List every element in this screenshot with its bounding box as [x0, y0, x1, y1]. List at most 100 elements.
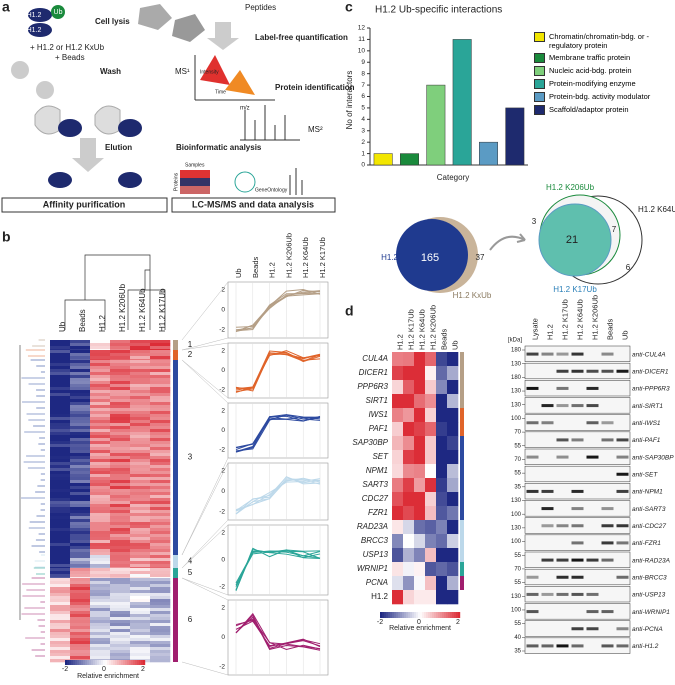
cluster-bar	[460, 464, 464, 478]
colorbar	[384, 612, 387, 618]
heatmap-cell	[130, 558, 151, 562]
heatmap-cell	[425, 436, 437, 451]
heatmap-cell	[436, 506, 448, 521]
heatmap-cell	[110, 381, 131, 385]
heatmap-cell	[150, 384, 171, 388]
blot-band	[586, 592, 599, 596]
kda-label: [kDa]	[508, 338, 522, 344]
heatmap-cell	[130, 590, 151, 594]
heatmap-cell	[425, 492, 437, 507]
cluster-label: 5	[188, 568, 193, 577]
heatmap-cell	[110, 423, 131, 427]
heatmap-cell	[150, 543, 171, 547]
blot-column-label: Lysate	[530, 318, 539, 340]
heatmap-cell	[90, 543, 111, 547]
colorbar	[105, 660, 108, 665]
heatmap-cell	[90, 381, 111, 385]
blot-band	[571, 524, 584, 528]
heatmap-cell	[110, 384, 131, 388]
blot-strip	[524, 465, 631, 483]
label: Peptides	[245, 3, 276, 12]
heatmap-cell	[50, 656, 71, 660]
heatmap-cell	[110, 540, 131, 544]
heatmap-cell	[50, 435, 71, 439]
heatmap-cell	[70, 420, 91, 424]
heatmap-cell	[130, 411, 151, 415]
heatmap-cell	[130, 568, 151, 572]
heatmap-cell	[70, 644, 91, 648]
heatmap-cell	[50, 552, 71, 556]
heatmap-cell	[50, 543, 71, 547]
heatmap-cell	[150, 549, 171, 553]
heatmap-cell	[70, 626, 91, 630]
blot-band	[571, 438, 584, 442]
bar	[452, 39, 472, 166]
heatmap-cell	[90, 626, 111, 630]
blot-band	[586, 404, 599, 408]
profile-panel	[227, 599, 329, 676]
heatmap-cell	[403, 590, 415, 605]
profile-line	[235, 288, 321, 332]
heatmap-cell	[90, 599, 111, 603]
heatmap-cell	[50, 462, 71, 466]
heatmap-cell	[150, 340, 171, 344]
blot-band	[601, 644, 614, 648]
heatmap-cell	[130, 528, 151, 532]
heatmap-cell	[150, 378, 171, 382]
venn-label: H1.2 K64Ub	[638, 205, 675, 214]
blot-band	[571, 489, 584, 493]
heatmap-cell	[425, 366, 437, 381]
legend-item: Nucleic acid-bdg. protein	[534, 66, 674, 76]
heatmap-cell	[70, 564, 91, 568]
heatmap-cell	[110, 375, 131, 379]
heatmap-cell	[50, 599, 71, 603]
heatmap-cell	[50, 614, 71, 618]
heatmap-cell	[403, 562, 415, 577]
heatmap-cell	[50, 343, 71, 347]
heatmap-cell	[130, 438, 151, 442]
heatmap-cell	[70, 426, 91, 430]
y-axis-label: No of interactors	[345, 71, 354, 130]
heatmap-cell	[50, 417, 71, 421]
heatmap-cell	[150, 495, 171, 499]
blot-band	[601, 352, 614, 356]
heatmap-cell	[90, 507, 111, 511]
profile-line	[235, 549, 321, 586]
y-tick-label: 2	[361, 139, 365, 146]
gene-label: WRNIP1	[357, 564, 388, 573]
blot-column-label: H1.2 K17Ub	[560, 299, 569, 340]
heatmap-cell	[70, 495, 91, 499]
blot-band	[601, 421, 614, 425]
zoom-connector	[181, 281, 229, 351]
gene-label: DICER1	[359, 368, 388, 377]
heatmap-cell	[90, 534, 111, 538]
heatmap-cell	[90, 474, 111, 478]
heatmap-cell	[150, 635, 171, 639]
cluster-bar	[460, 408, 464, 422]
heatmap-cell	[90, 456, 111, 460]
heatmap-cell	[150, 474, 171, 478]
heatmap-cell	[150, 659, 171, 663]
blot-column-label: Ub	[620, 330, 629, 340]
heatmap-cell	[130, 453, 151, 457]
colorbar-tick: 0	[102, 666, 106, 673]
heatmap-cell	[130, 426, 151, 430]
heatmap-cell	[90, 540, 111, 544]
heatmap-cell	[414, 534, 426, 549]
heatmap-cell	[414, 436, 426, 451]
colorbar	[71, 660, 74, 665]
gene-label: USP13	[363, 550, 389, 559]
colorbar	[123, 660, 126, 665]
heatmap-cell	[70, 356, 91, 360]
blot-band	[556, 558, 569, 562]
heatmap-cell	[50, 387, 71, 391]
heatmap-cell	[50, 519, 71, 523]
heatmap-cell	[70, 396, 91, 400]
profile-column-label: Ub	[234, 268, 243, 278]
heatmap-cell	[425, 464, 437, 479]
heatmap-cell	[50, 411, 71, 415]
cluster-bar	[460, 380, 464, 394]
heatmap-cell	[90, 656, 111, 660]
profile-line	[235, 614, 321, 649]
heatmap-cell	[50, 346, 71, 350]
